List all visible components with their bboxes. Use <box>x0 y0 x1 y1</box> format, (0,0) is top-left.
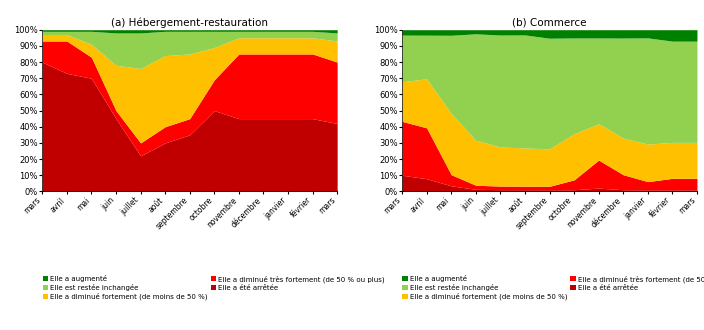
Legend: Elle a augmenté, Elle est restée inchangée, Elle a diminué fortement (de moins d: Elle a augmenté, Elle est restée inchang… <box>400 273 704 303</box>
Legend: Elle a augmenté, Elle est restée inchangée, Elle a diminué fortement (de moins d: Elle a augmenté, Elle est restée inchang… <box>40 273 387 303</box>
Title: (b) Commerce: (b) Commerce <box>513 17 586 27</box>
Title: (a) Hébergement-restauration: (a) Hébergement-restauration <box>111 17 268 27</box>
